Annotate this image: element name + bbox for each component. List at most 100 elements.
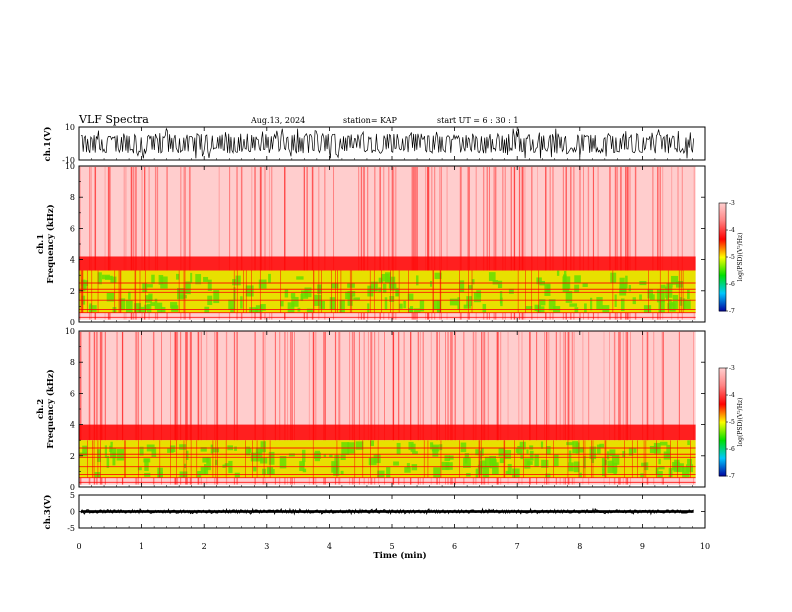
- spectrum-green-patch: [260, 304, 266, 311]
- ch3-waveform-y-ticks: 5 0 -5: [67, 491, 705, 533]
- colorbar-tick-label: -3: [729, 365, 735, 372]
- spectrum-green-patch: [434, 272, 442, 279]
- spectrum-green-patch: [306, 308, 313, 313]
- spectrum-green-patch: [185, 281, 191, 295]
- spectrum-green-patch: [206, 457, 211, 471]
- spectrum-green-patch: [499, 457, 505, 464]
- spectrum-green-patch: [106, 455, 110, 468]
- spectrum-green-patch: [97, 449, 101, 462]
- spectrum-green-patch: [484, 456, 492, 469]
- spectrum-green-patch: [228, 299, 236, 310]
- ch1-spectrogram-image: [79, 166, 696, 322]
- spectrum-green-patch: [574, 284, 580, 293]
- spectrum-green-patch: [213, 290, 220, 304]
- spectrum-red-band: [79, 256, 696, 271]
- spectrum-green-patch: [268, 273, 271, 284]
- spectrum-green-patch: [255, 451, 263, 462]
- spectrum-green-patch: [116, 448, 125, 461]
- spectrum-green-patch: [296, 276, 304, 280]
- colorbar-tick-label: -4: [729, 392, 735, 399]
- x-tick-label: 3: [264, 542, 269, 551]
- spectrum-green-patch: [288, 453, 295, 457]
- spectrum-green-patch: [529, 450, 534, 461]
- y-tick-label: 10: [65, 162, 75, 171]
- spectrum-green-patch: [556, 270, 560, 276]
- spectrum-green-patch: [574, 275, 581, 283]
- spectrum-green-patch: [200, 447, 207, 452]
- y-tick-label: 4: [70, 256, 75, 265]
- spectrum-green-patch: [519, 441, 526, 450]
- colorbar-segment: [719, 440, 726, 459]
- spectrum-green-patch: [179, 444, 187, 450]
- spectrum-green-patch: [407, 293, 414, 301]
- spectrum-green-patch: [468, 285, 473, 290]
- spectrum-green-patch: [687, 289, 690, 300]
- spectrum-green-patch: [632, 297, 636, 305]
- spectrum-green-patch: [575, 447, 584, 453]
- spectrum-green-patch: [240, 296, 243, 309]
- spectrum-green-patch: [367, 303, 370, 313]
- spectrum-green-patch: [290, 293, 296, 298]
- spectrum-green-patch: [106, 292, 115, 302]
- spectrum-green-patch: [430, 442, 434, 450]
- spectrum-green-patch: [660, 284, 666, 289]
- colorbar-segment: [719, 203, 726, 222]
- spectrum-green-patch: [253, 466, 257, 472]
- spectrum-green-patch: [666, 282, 673, 288]
- spectrum-green-patch: [515, 447, 519, 453]
- spectrum-green-patch: [245, 446, 251, 456]
- spectrum-green-patch: [260, 441, 266, 453]
- spectrum-green-patch: [234, 446, 237, 451]
- spectrum-green-patch: [673, 467, 681, 472]
- y-tick-label: 6: [70, 389, 75, 398]
- ch2-spectrogram-channel-label: ch.2Frequency (kHz): [36, 369, 56, 448]
- ch3-waveform-ylabel: ch.3(V): [42, 495, 53, 530]
- colorbar-tick-label: -3: [729, 200, 735, 207]
- waveform-band: [81, 510, 694, 513]
- spectrum-green-patch: [529, 445, 534, 450]
- spectrum-green-patch: [545, 473, 551, 478]
- colorbar-tick-label: -6: [729, 281, 735, 288]
- spectrum-green-patch: [300, 290, 309, 299]
- ch1-waveform-trace: [80, 127, 694, 159]
- spectrum-green-patch: [333, 466, 340, 476]
- y-tick-label: 2: [70, 287, 75, 296]
- spectrum-green-patch: [687, 458, 693, 465]
- spectrum-green-patch: [658, 458, 661, 465]
- ch1-waveform-y-ticks: 10 -10: [62, 123, 705, 165]
- colorbar-tick-label: -6: [729, 446, 735, 453]
- spectrum-green-patch: [628, 284, 632, 292]
- spectrum-green-patch: [658, 466, 665, 470]
- spectrum-green-patch: [255, 305, 263, 313]
- spectrum-green-patch: [478, 460, 487, 469]
- spectrum-green-patch: [507, 463, 512, 475]
- spectrum-green-patch: [508, 288, 514, 294]
- spectrum-green-patch: [280, 301, 284, 307]
- spectrum-green-patch: [384, 297, 388, 310]
- spectrum-green-patch: [536, 277, 542, 285]
- time-axis-label: Time (min): [373, 550, 426, 561]
- spectrum-green-patch: [370, 440, 375, 447]
- spectrum-green-patch: [143, 458, 151, 463]
- colorbar-segment: [719, 404, 726, 423]
- spectrum-green-patch: [640, 473, 644, 478]
- spectrum-green-patch: [670, 301, 675, 306]
- spectrum-green-patch: [341, 442, 350, 455]
- spectrum-green-patch: [481, 447, 484, 456]
- spectrum-green-patch: [255, 308, 259, 313]
- colorbar-segment: [719, 257, 726, 276]
- spectrum-green-patch: [154, 298, 158, 310]
- colorbar-segment: [719, 275, 726, 294]
- spectrum-green-patch: [429, 280, 433, 287]
- spectrum-green-patch: [672, 294, 679, 300]
- ch1-spectrogram-y-ticks: 0 2 4 6 8 10: [65, 162, 705, 327]
- spectrum-green-patch: [553, 454, 559, 467]
- spectrum-green-patch: [682, 466, 690, 478]
- spectrum-green-patch: [169, 445, 176, 453]
- y-tick-label: -5: [67, 524, 75, 533]
- spectrum-green-patch: [412, 451, 418, 455]
- spectrum-green-patch: [500, 297, 503, 307]
- spectrum-green-patch: [84, 282, 87, 291]
- spectrum-green-patch: [142, 283, 148, 292]
- spectrum-green-patch: [411, 464, 418, 471]
